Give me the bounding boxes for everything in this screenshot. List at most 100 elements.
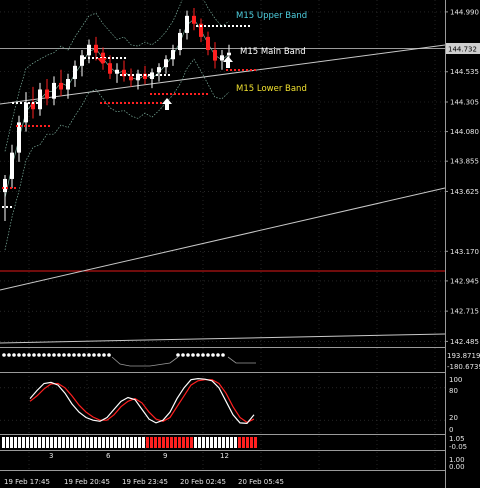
histogram-bar [2, 437, 5, 448]
sell-level-dot [154, 93, 156, 95]
cci-axis-max: 193.8719 [447, 352, 480, 360]
cci-dot [102, 353, 106, 357]
candle-body [3, 178, 7, 193]
histogram-bar [234, 437, 237, 448]
sell-level-dot [6, 187, 8, 189]
price-axis[interactable]: 144.990 144.535 144.305 144.080 143.855 143.6… [445, 8, 479, 346]
buy-level-dot [6, 206, 8, 208]
sell-level-dot [160, 102, 162, 104]
bottom-axis-min: 0.00 [449, 463, 465, 471]
histogram-bar [50, 437, 53, 448]
histogram-bar [62, 437, 65, 448]
histogram-bar [198, 437, 201, 448]
cci-dot [211, 353, 215, 357]
buy-level-dot [160, 74, 162, 76]
cci-dot [176, 353, 180, 357]
candle-body [38, 89, 42, 110]
histogram-bar [146, 437, 149, 448]
candle-body [94, 44, 98, 53]
buy-level-dot [124, 74, 126, 76]
sell-level-dot [194, 93, 196, 95]
cci-dot [72, 353, 76, 357]
histogram-bar [178, 437, 181, 448]
main-band-label: M15 Main Band [240, 47, 306, 57]
candle-body [143, 73, 147, 79]
signal-arrows [97, 56, 233, 110]
sell-level-dot [174, 93, 176, 95]
histogram-bar [150, 437, 153, 448]
candle-body [122, 69, 126, 77]
cci-dot [42, 353, 46, 357]
current-price-tag [446, 43, 480, 54]
histogram-bar [10, 437, 13, 448]
sell-level-dot [48, 125, 50, 127]
buy-level-dot [84, 57, 86, 59]
buy-level-dot [232, 25, 234, 27]
candle-body [17, 122, 21, 153]
sell-level-dot [120, 102, 122, 104]
histogram-bar [30, 437, 33, 448]
buy-level-dot [36, 102, 38, 104]
histogram-bar [66, 437, 69, 448]
candle-body [157, 67, 161, 73]
stoch-axis-80: 80 [449, 387, 458, 395]
dotted-levels [2, 25, 256, 208]
candle-body [10, 152, 14, 179]
trendline-bottom[interactable] [0, 333, 446, 344]
price-axis-label: 144.305 [450, 98, 479, 106]
upper-band-label: M15 Upper Band [236, 11, 307, 21]
candle-body [164, 59, 168, 68]
candle-body [66, 78, 70, 90]
sell-level-dot [178, 93, 180, 95]
histogram-bar [22, 437, 25, 448]
sell-level-dot [140, 102, 142, 104]
sell-level-dot [226, 69, 228, 71]
sell-level-dot [156, 102, 158, 104]
current-price-label: 144.732 [448, 46, 477, 54]
trendline-lower[interactable] [0, 187, 446, 291]
sell-level-dot [128, 102, 130, 104]
histogram-bar [254, 437, 257, 448]
cci-dot [191, 353, 195, 357]
histogram-bar [70, 437, 73, 448]
sell-level-dot [190, 93, 192, 95]
stoch-main-line [29, 377, 255, 425]
cci-dot [7, 353, 11, 357]
histogram-bar [98, 437, 101, 448]
candle-body [87, 44, 91, 56]
time-label: 20 Feb 02:45 [180, 478, 226, 486]
sell-arrow-icon [97, 58, 107, 64]
cci-dot [181, 353, 185, 357]
buy-level-dot [108, 57, 110, 59]
sell-level-dot [242, 69, 244, 71]
histogram-bar [6, 437, 9, 448]
cci-dot [216, 353, 220, 357]
histogram-bar [186, 437, 189, 448]
sell-level-dot [148, 102, 150, 104]
sell-level-dot [100, 102, 102, 104]
candle-body [171, 50, 175, 60]
sell-level-dot [108, 102, 110, 104]
bar-axis-min: -0.05 [449, 443, 467, 451]
buy-level-dot [16, 102, 18, 104]
candle-body [199, 23, 203, 37]
sell-level-dot [250, 69, 252, 71]
stoch-axis-100: 100 [449, 376, 462, 384]
candle-body [73, 65, 77, 79]
sell-level-dot [152, 102, 154, 104]
buy-level-dot [2, 206, 4, 208]
cci-dot [77, 353, 81, 357]
histogram-bar [82, 437, 85, 448]
cci-dot [201, 353, 205, 357]
histogram-bar [126, 437, 129, 448]
histogram-bar [18, 437, 21, 448]
buy-level-dot [224, 25, 226, 27]
trendline-upper[interactable] [0, 44, 446, 105]
sell-level-dot [20, 125, 22, 127]
time-label: 19 Feb 23:45 [122, 478, 168, 486]
cci-dot [196, 353, 200, 357]
candle-body [101, 52, 105, 64]
sell-level-dot [10, 187, 12, 189]
upper-band-line [4, 0, 230, 152]
